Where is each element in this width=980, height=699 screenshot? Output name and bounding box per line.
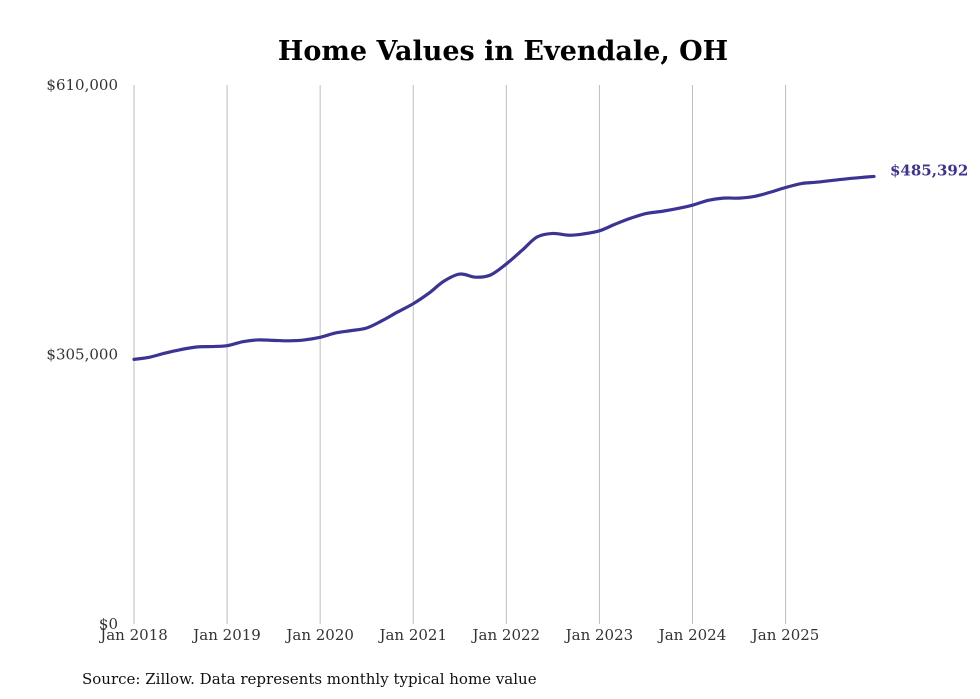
series-layer: $485,392 bbox=[132, 161, 968, 361]
chart-title: Home Values in Evendale, OH bbox=[278, 36, 728, 67]
y-axis-tick-labels: $0 $305,000 $610,000 bbox=[46, 76, 118, 633]
y-tick-label: $610,000 bbox=[46, 76, 118, 94]
x-tick-label: Jan 2018 bbox=[98, 626, 168, 644]
x-tick-label: Jan 2021 bbox=[377, 626, 447, 644]
x-tick-label: Jan 2019 bbox=[191, 626, 261, 644]
x-tick-label: Jan 2020 bbox=[284, 626, 354, 644]
x-tick-label: Jan 2023 bbox=[564, 626, 634, 644]
series-end-value-label: $485,392 bbox=[890, 161, 968, 179]
y-tick-label: $305,000 bbox=[46, 346, 118, 364]
grid-lines bbox=[133, 85, 787, 624]
source-note: Source: Zillow. Data represents monthly … bbox=[82, 670, 537, 688]
series-line bbox=[132, 174, 876, 361]
y-tick-label: $0 bbox=[99, 615, 118, 633]
x-tick-label: Jan 2025 bbox=[750, 626, 820, 644]
x-tick-label: Jan 2024 bbox=[657, 626, 727, 644]
x-tick-label: Jan 2022 bbox=[471, 626, 541, 644]
x-axis-tick-labels: Jan 2018 Jan 2019 Jan 2020 Jan 2021 Jan 2022… bbox=[98, 626, 819, 644]
